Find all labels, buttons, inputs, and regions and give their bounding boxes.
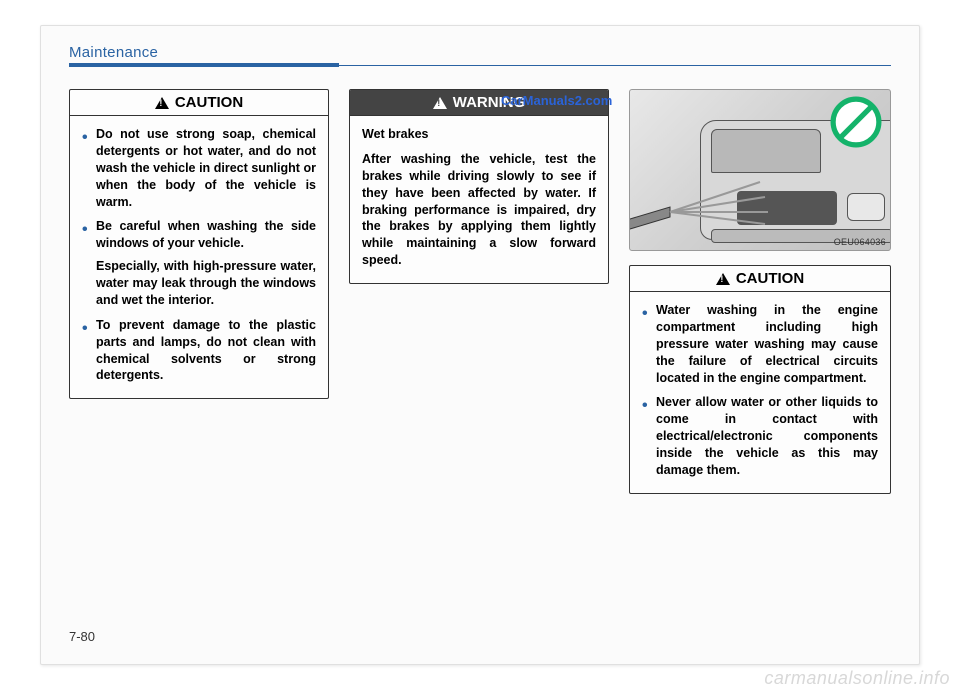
- manual-page: Maintenance CarManuals2.com CAUTION Do n…: [40, 25, 920, 665]
- column-1: CAUTION Do not use strong soap, chemical…: [69, 89, 329, 494]
- caution-box-2: CAUTION Water washing in the engine comp…: [629, 265, 891, 494]
- image-code: OEU064036: [834, 237, 886, 247]
- caution1-item-2: Be careful when washing the side windows…: [82, 218, 316, 308]
- caution1-item-1: Do not use strong soap, chemical deterge…: [82, 126, 316, 210]
- warning-triangle-icon: [433, 97, 447, 109]
- caution2-item-2: Never allow water or other liquids to co…: [642, 394, 878, 478]
- illustration: OEU064036: [629, 89, 891, 251]
- watermark: carmanualsonline.info: [764, 668, 950, 689]
- van-headlight: [847, 193, 885, 221]
- caution-label: CAUTION: [175, 94, 243, 111]
- prohibit-icon: [830, 96, 882, 148]
- warning-box: WARNING Wet brakes After washing the veh…: [349, 89, 609, 284]
- warning-body: Wet brakes After washing the vehicle, te…: [350, 116, 608, 283]
- caution-body: Do not use strong soap, chemical deterge…: [70, 116, 328, 398]
- title-rule: [69, 63, 891, 67]
- warning-subtitle: Wet brakes: [362, 126, 596, 143]
- spray-nozzle: [629, 172, 770, 232]
- page-number: 7-80: [69, 629, 95, 644]
- source-link[interactable]: CarManuals2.com: [501, 93, 612, 108]
- column-3: OEU064036 CAUTION Water washing in the e…: [629, 89, 891, 494]
- warning-text: After washing the vehicle, test the brak…: [362, 151, 596, 269]
- column-2: WARNING Wet brakes After washing the veh…: [349, 89, 609, 494]
- section-title: Maintenance: [69, 44, 891, 61]
- rule-thick: [69, 63, 339, 67]
- caution-header: CAUTION: [70, 90, 328, 116]
- caution-box-1: CAUTION Do not use strong soap, chemical…: [69, 89, 329, 399]
- content-columns: CAUTION Do not use strong soap, chemical…: [69, 89, 891, 494]
- caution-label: CAUTION: [736, 270, 804, 287]
- rule-thin: [339, 65, 891, 66]
- warning-triangle-icon: [716, 273, 730, 285]
- caution2-item-1: Water washing in the engine compartment …: [642, 302, 878, 386]
- van-windshield: [711, 129, 821, 173]
- warning-triangle-icon: [155, 97, 169, 109]
- caution-header: CAUTION: [630, 266, 890, 292]
- caution-body: Water washing in the engine compartment …: [630, 292, 890, 493]
- caution1-item-3: To prevent damage to the plastic parts a…: [82, 317, 316, 385]
